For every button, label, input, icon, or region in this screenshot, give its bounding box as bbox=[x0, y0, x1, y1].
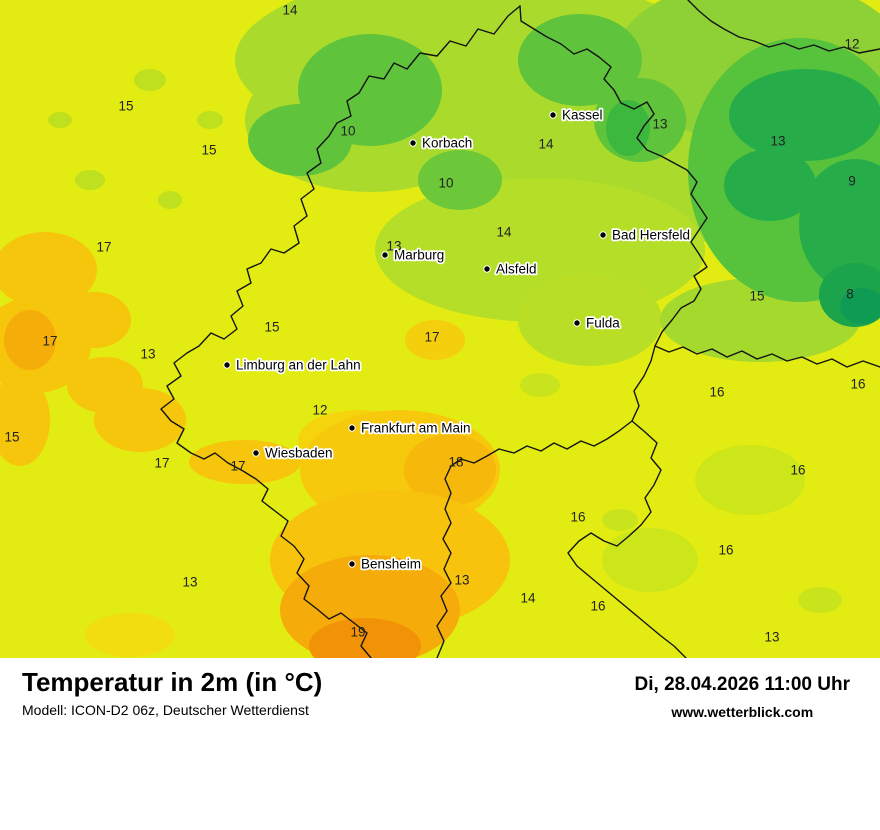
temp-label: 13 bbox=[764, 630, 779, 645]
temp-label: 15 bbox=[118, 99, 133, 114]
city-label: Fulda bbox=[586, 316, 620, 331]
city-label: Wiesbaden bbox=[265, 446, 333, 461]
temp-label: 17 bbox=[154, 456, 169, 471]
temp-label: 16 bbox=[718, 543, 733, 558]
temperature-field bbox=[0, 0, 880, 674]
city-marker-dot bbox=[252, 449, 260, 457]
temp-label: 15 bbox=[264, 320, 279, 335]
temp-label: 19 bbox=[350, 625, 365, 640]
temp-label: 16 bbox=[709, 385, 724, 400]
temp-label: 17 bbox=[96, 240, 111, 255]
map-canvas: 14 12 15 13 10 13 14 15 9 10 14 17 13 8 15 15 17 17 13 16 16… bbox=[0, 0, 880, 674]
footer-right: Di, 28.04.2026 11:00 Uhr www.wetterblick… bbox=[635, 668, 850, 720]
temp-label: 16 bbox=[790, 463, 805, 478]
website-label: www.wetterblick.com bbox=[671, 704, 814, 720]
temp-label: 18 bbox=[448, 455, 463, 470]
temp-label: 17 bbox=[230, 459, 245, 474]
page-title: Temperatur in 2m (in °C) bbox=[22, 667, 323, 697]
city-marker-dot bbox=[573, 319, 581, 327]
temp-label: 14 bbox=[520, 591, 536, 606]
city-marker-dot bbox=[599, 231, 607, 239]
city-label: Limburg an der Lahn bbox=[236, 358, 361, 373]
temp-label: 8 bbox=[846, 287, 854, 302]
temp-label: 16 bbox=[570, 510, 585, 525]
temp-label: 17 bbox=[424, 330, 439, 345]
city-label: Bad Hersfeld bbox=[612, 228, 690, 243]
temp-label: 13 bbox=[140, 347, 155, 362]
city-marker-dot bbox=[348, 424, 356, 432]
city-marker-dot bbox=[483, 265, 491, 273]
state-borders bbox=[160, 0, 880, 659]
temp-label: 14 bbox=[496, 225, 512, 240]
temp-label: 12 bbox=[844, 37, 859, 52]
temp-label: 15 bbox=[749, 289, 764, 304]
temp-label: 15 bbox=[201, 143, 216, 158]
temp-label: 14 bbox=[282, 3, 298, 18]
city-label: Bensheim bbox=[361, 557, 421, 572]
forecast-datetime: Di, 28.04.2026 11:00 Uhr bbox=[634, 674, 850, 695]
model-info: Modell: ICON-D2 06z, Deutscher Wetterdie… bbox=[22, 701, 309, 718]
temp-label: 15 bbox=[4, 430, 19, 445]
temp-label: 13 bbox=[454, 573, 469, 588]
city-marker-dot bbox=[348, 560, 356, 568]
temp-label: 14 bbox=[538, 137, 554, 152]
temperature-map: 14 12 15 13 10 13 14 15 9 10 14 17 13 8 15 15 17 17 13 16 16… bbox=[0, 0, 880, 674]
temp-label: 10 bbox=[438, 176, 453, 191]
footer-left: Temperatur in 2m (in °C) Modell: ICON-D2… bbox=[22, 667, 323, 718]
temp-label: 13 bbox=[770, 134, 785, 149]
temperature-labels: 14 12 15 13 10 13 14 15 9 10 14 17 13 8 15 15 17 17 13 16 16… bbox=[4, 3, 865, 645]
temp-label: 16 bbox=[850, 377, 865, 392]
city-label: Marburg bbox=[394, 248, 444, 263]
city-label: Alsfeld bbox=[496, 262, 537, 277]
temp-label: 17 bbox=[42, 334, 57, 349]
city-marker-dot bbox=[223, 361, 231, 369]
city-label: Frankfurt am Main bbox=[361, 421, 471, 436]
city-marker-dot bbox=[381, 251, 389, 259]
temp-label: 12 bbox=[312, 403, 327, 418]
city-label: Korbach bbox=[422, 136, 472, 151]
city-markers: Kassel Korbach Bad Hersfeld Marburg Alsfeld F… bbox=[223, 106, 692, 573]
temp-label: 9 bbox=[848, 174, 856, 189]
temp-label: 16 bbox=[590, 599, 605, 614]
temp-label: 13 bbox=[386, 239, 401, 254]
city-marker-dot bbox=[409, 139, 417, 147]
temp-label: 10 bbox=[340, 124, 355, 139]
temp-label: 13 bbox=[182, 575, 197, 590]
city-marker-dot bbox=[549, 111, 557, 119]
map-footer: Temperatur in 2m (in °C) Modell: ICON-D2… bbox=[0, 658, 880, 830]
temp-label: 13 bbox=[652, 117, 667, 132]
city-label: Kassel bbox=[562, 108, 603, 123]
